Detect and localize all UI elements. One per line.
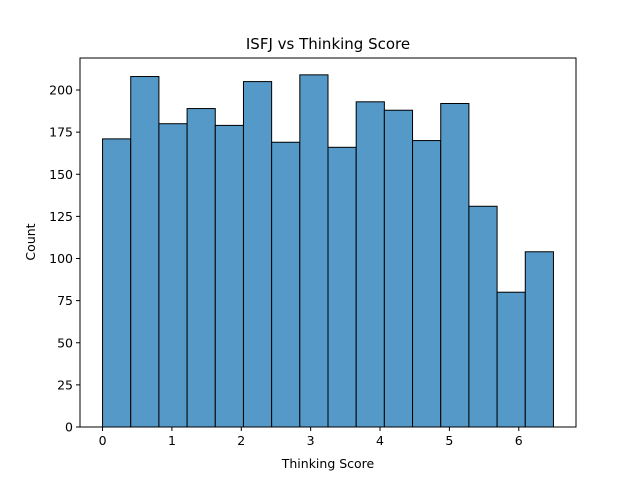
y-tick-label: 150 — [49, 167, 73, 182]
x-axis-label: Thinking Score — [281, 456, 375, 471]
y-tick-label: 75 — [57, 293, 73, 308]
y-tick-label: 200 — [49, 83, 73, 98]
histogram-bar — [271, 141, 301, 428]
y-axis-label: Count — [23, 223, 38, 260]
histogram-bar — [186, 108, 216, 428]
x-tick-label: 6 — [515, 433, 523, 448]
histogram-bar — [130, 76, 160, 428]
histogram-bar — [242, 81, 273, 428]
histogram-bar — [468, 205, 498, 428]
histogram-bar — [355, 101, 385, 428]
histogram-bar — [496, 291, 526, 428]
x-tick-label: 1 — [168, 433, 176, 448]
histogram-bar — [383, 109, 414, 428]
x-tick-label: 4 — [376, 433, 384, 448]
x-tick-label: 2 — [237, 433, 245, 448]
y-tick-label: 25 — [57, 377, 73, 392]
chart-title: ISFJ vs Thinking Score — [246, 35, 410, 53]
y-axis-ticks: 0 25 50 75 100 125 150 175 200 — [49, 83, 80, 435]
x-tick-label: 3 — [307, 433, 315, 448]
bars-group — [102, 74, 554, 428]
histogram-bar — [214, 124, 244, 428]
histogram-bar — [158, 123, 188, 428]
x-tick-label: 0 — [99, 433, 107, 448]
y-tick-label: 0 — [65, 420, 73, 435]
y-tick-label: 175 — [49, 125, 73, 140]
histogram-bar — [440, 102, 470, 428]
histogram-bar — [327, 146, 357, 428]
y-tick-label: 50 — [57, 335, 73, 350]
x-tick-label: 5 — [445, 433, 453, 448]
x-axis-ticks: 0 1 2 3 4 5 6 — [99, 427, 523, 448]
y-tick-label: 125 — [49, 209, 73, 224]
plot-frame — [79, 57, 577, 428]
histogram-bar — [299, 74, 329, 428]
histogram-bar — [412, 140, 442, 428]
histogram-bar — [102, 138, 132, 428]
y-tick-label: 100 — [49, 251, 73, 266]
histogram-bar — [524, 251, 554, 428]
